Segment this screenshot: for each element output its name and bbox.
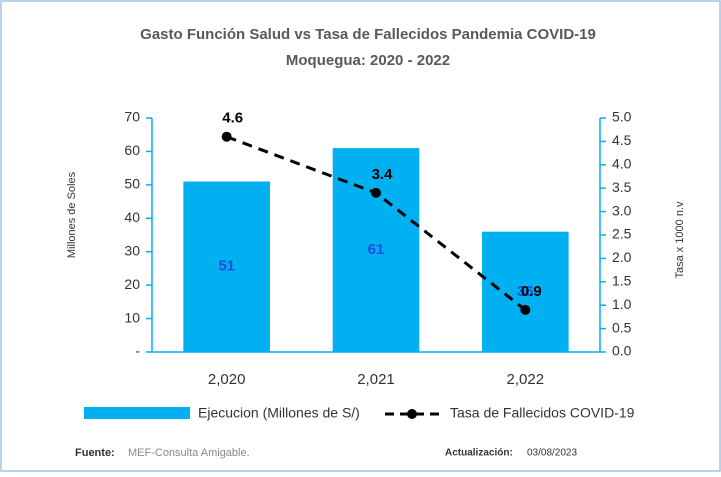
update-label: Actualización: (445, 448, 513, 459)
line-marker (371, 187, 381, 198)
source: MEF-Consulta Amigable. (128, 447, 250, 459)
y-tick-label: 40 (124, 209, 140, 225)
legend-swatch (84, 407, 190, 419)
y-axis-label: Millones de Soles (66, 171, 78, 258)
bar-value-label: 36 (517, 283, 534, 300)
y2-axis-label: Tasa x 1000 n.v (674, 201, 686, 279)
y-tick-label: 0.5 (612, 319, 632, 335)
y-tick-label: - (135, 343, 140, 359)
bar (183, 181, 270, 352)
source-label: Fuente: (75, 447, 115, 459)
y-tick-label: 4.5 (612, 132, 632, 148)
line-marker (221, 131, 232, 142)
line-value-label: 0.9 (521, 283, 542, 300)
y-tick-label: 3.5 (612, 179, 632, 195)
y-tick-label: 0.0 (612, 343, 632, 359)
bar-value-label: 61 (368, 241, 385, 258)
x-tick-label: 2,022 (507, 371, 545, 388)
y-tick-label: 2.0 (612, 249, 632, 265)
bar-value-label: 51 (218, 258, 235, 275)
y-tick-label: 1.0 (612, 296, 632, 312)
line-marker (520, 304, 531, 315)
y-tick-label: 2.5 (612, 226, 632, 242)
y-tick-label: 5.0 (612, 109, 632, 125)
chart-subtitle: Moquegua: 2020 - 2022 (286, 52, 450, 69)
x-tick-label: 2,021 (357, 371, 395, 388)
y-tick-label: 50 (124, 176, 140, 192)
bar (482, 231, 569, 352)
y-tick-label: 1.5 (612, 273, 632, 289)
update-date: 03/08/2023 (527, 448, 577, 459)
y-tick-label: 20 (124, 276, 140, 292)
y-tick-label: 4.0 (612, 156, 632, 172)
x-tick-label: 2,020 (208, 371, 246, 388)
y-tick-label: 70 (124, 109, 140, 125)
line-value-label: 4.6 (222, 110, 243, 127)
y-tick-label: 60 (124, 142, 140, 158)
y-tick-label: 30 (124, 242, 140, 258)
y-tick-label: 3.0 (612, 202, 632, 218)
chart-title: Gasto Función Salud vs Tasa de Fallecido… (140, 26, 596, 43)
y-tick-label: 10 (124, 309, 140, 325)
line-value-label: 3.4 (372, 166, 394, 183)
legend-marker (407, 409, 417, 419)
legend-label: Tasa de Fallecidos COVID-19 (450, 405, 635, 421)
legend-label: Ejecucion (Millones de S/) (198, 405, 360, 421)
